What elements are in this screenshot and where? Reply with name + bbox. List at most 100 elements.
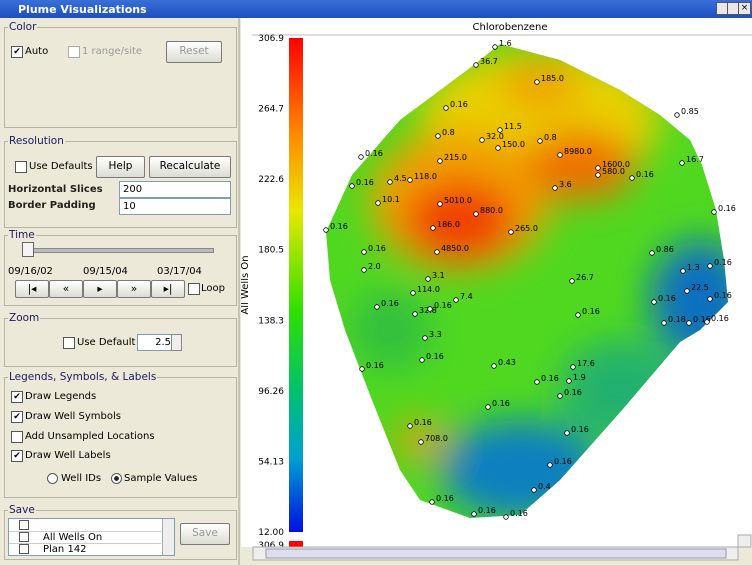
well-symbol (473, 211, 479, 217)
well-label: 0.16 (571, 425, 589, 434)
first-button[interactable]: |◂ (15, 280, 49, 298)
color-panel (4, 27, 237, 128)
well-label: 0.16 (510, 509, 528, 518)
well-symbol (429, 499, 435, 505)
scroll-thumb[interactable] (265, 548, 727, 559)
back-button[interactable]: « (49, 280, 83, 298)
splitter[interactable] (238, 18, 240, 565)
well-symbol (435, 133, 441, 139)
well-label: 8980.0 (564, 147, 592, 156)
well-label: 185.0 (541, 74, 564, 83)
well-label: 1.3 (687, 263, 700, 272)
well-symbol (471, 511, 477, 517)
well-label: 2.0 (368, 262, 381, 271)
well-symbol (684, 288, 690, 294)
checkbox[interactable] (63, 337, 75, 349)
well-label: 0.8 (544, 133, 557, 142)
well-label: 0.16 (478, 506, 496, 515)
well-label: 215.0 (444, 153, 467, 162)
well-label: 114.0 (417, 285, 440, 294)
help-button[interactable]: Help (96, 156, 145, 178)
well-symbol (531, 487, 537, 493)
checkbox[interactable] (15, 161, 27, 173)
checkbox[interactable]: ✔ (11, 411, 23, 423)
checkbox[interactable]: ✔ (11, 46, 23, 58)
reset-button[interactable]: Reset (166, 41, 222, 63)
text-input[interactable]: 200 (119, 181, 231, 198)
well-label: 0.16 (426, 352, 444, 361)
well-symbol (508, 229, 514, 235)
close[interactable]: × (738, 2, 751, 15)
panel-title: Resolution (8, 135, 65, 147)
well-label: 1600.0 (602, 160, 630, 169)
well-symbol (674, 112, 680, 118)
well-label: 26.7 (576, 273, 594, 282)
well-symbol (495, 145, 501, 151)
well-label: 0.16 (714, 258, 732, 267)
color-scale-second (289, 541, 303, 547)
well-label: 0.16 (658, 294, 676, 303)
color-scale (289, 38, 303, 532)
well-label: 0.16 (434, 301, 452, 310)
checkbox[interactable]: ✔ (11, 391, 23, 403)
well-label: 0.16 (711, 314, 729, 323)
radio[interactable] (47, 473, 58, 484)
recalculate-button[interactable]: Recalculate (149, 156, 231, 178)
well-label: 0.16 (366, 361, 384, 370)
scale-tick: 138.3 (258, 316, 284, 326)
well-label: 708.0 (425, 434, 448, 443)
well-symbol (534, 79, 540, 85)
save-button[interactable]: Save (180, 523, 230, 545)
well-label: 0.16 (365, 149, 383, 158)
spinner[interactable]: 2.5 (137, 334, 175, 351)
save-list[interactable]: All Wells On Plan 142 (8, 518, 175, 556)
radio[interactable] (111, 473, 122, 484)
well-label: 16.7 (686, 155, 704, 164)
well-symbol (437, 201, 443, 207)
well-label: 0.16 (381, 299, 399, 308)
well-symbol (407, 423, 413, 429)
well-label: 0.18 (668, 315, 686, 324)
well-symbol (412, 311, 418, 317)
v-scroll-arrow[interactable] (737, 534, 752, 548)
well-label: 22.5 (691, 283, 709, 292)
list-item: Plan 142 (43, 544, 87, 555)
well-symbol (564, 430, 570, 436)
well-symbol (443, 105, 449, 111)
well-symbol (358, 154, 364, 160)
checkbox[interactable]: ✔ (11, 450, 23, 462)
well-symbol (595, 172, 601, 178)
list-row[interactable] (9, 520, 161, 532)
well-label: 0.85 (681, 107, 699, 116)
panel-title: Legends, Symbols, & Labels (8, 371, 158, 383)
well-symbol (434, 249, 440, 255)
checkbox[interactable] (68, 46, 80, 58)
panel-title: Time (8, 229, 36, 241)
map-view: Chlorobenzene 306.9 All Wells On 1.636.7… (241, 18, 752, 561)
list-row[interactable]: All Wells On (9, 532, 161, 544)
well-symbol (491, 363, 497, 369)
spinner-arrows[interactable] (171, 334, 182, 351)
well-label: 0.16 (554, 457, 572, 466)
list-row[interactable]: Plan 142 (9, 544, 161, 555)
text-input[interactable]: 10 (119, 198, 231, 215)
well-symbol (473, 62, 479, 68)
scrollbar[interactable] (162, 519, 174, 555)
well-symbol (557, 393, 563, 399)
well-symbol (679, 160, 685, 166)
well-symbol (686, 320, 692, 326)
checkbox[interactable] (188, 283, 200, 295)
forward-button[interactable]: » (117, 280, 151, 298)
slider-thumb[interactable] (22, 242, 34, 257)
play-button[interactable]: ▸ (83, 280, 117, 298)
checkbox[interactable] (11, 431, 23, 443)
last-button[interactable]: ▸| (151, 280, 185, 298)
well-label: 4850.0 (441, 244, 469, 253)
well-symbol (707, 296, 713, 302)
label: Draw Well Symbols (25, 411, 121, 422)
label: Horizontal Slices (8, 184, 103, 195)
well-label: 1.6 (499, 39, 512, 48)
well-label: 32.0 (486, 132, 504, 141)
scale-tick: 12.00 (258, 528, 284, 538)
scale-tick: 264.7 (258, 105, 284, 115)
